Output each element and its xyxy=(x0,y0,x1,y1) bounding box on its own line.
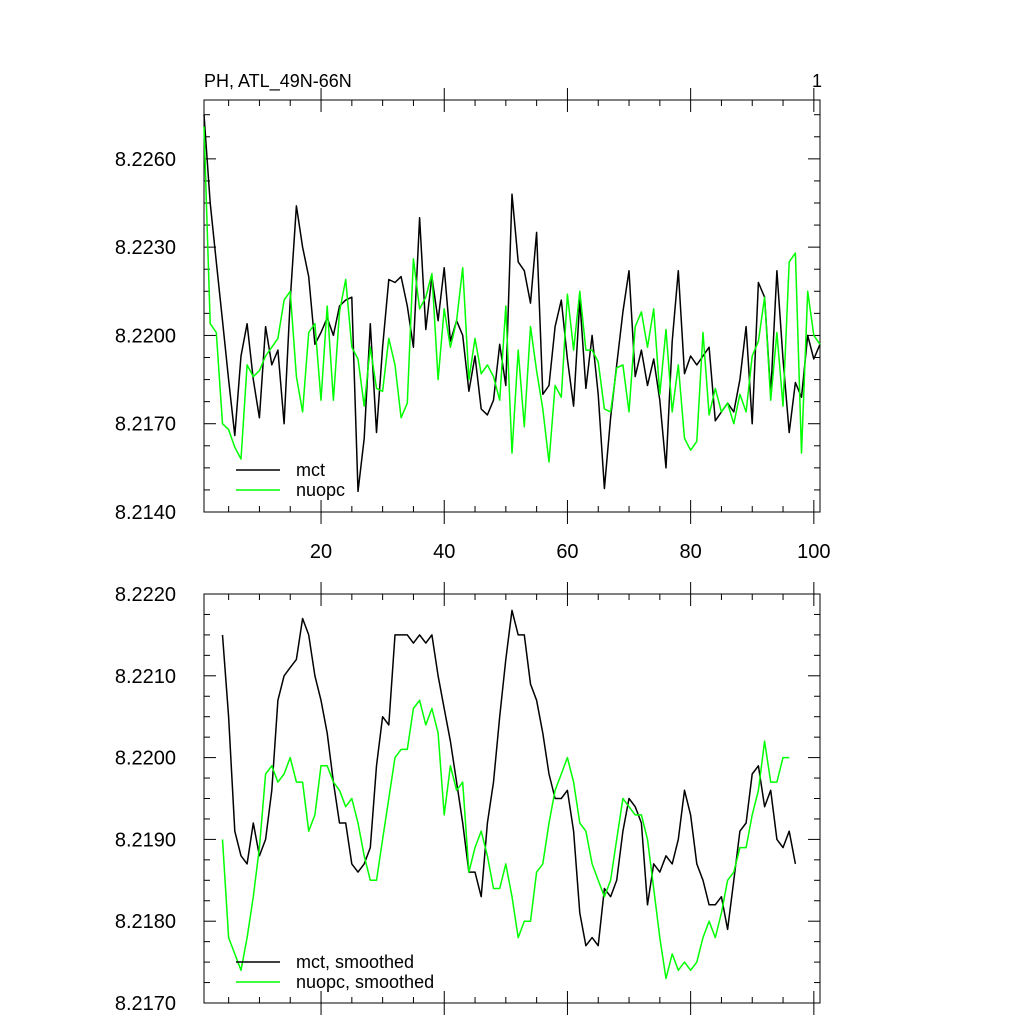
y-tick-label: 8.2200 xyxy=(115,748,176,770)
y-tick-label: 8.2220 xyxy=(115,584,176,606)
series-line-nuopc xyxy=(203,126,821,463)
y-tick-label: 8.2210 xyxy=(115,666,176,688)
x-tick-label: 60 xyxy=(556,541,578,563)
y-tick-label: 8.2190 xyxy=(115,829,176,851)
legend-label: nuopc xyxy=(296,480,345,500)
top-panel: 8.2140 8.2170 8.2200 8.2230 8.2260 20 40 60 80 10… xyxy=(115,88,831,563)
legend-label: mct xyxy=(296,460,325,480)
series-line-nuopc-smoothed xyxy=(221,699,790,980)
plot-frame xyxy=(203,99,821,513)
y-tick-label: 8.2170 xyxy=(115,993,176,1015)
legend-label: nuopc, smoothed xyxy=(296,972,434,992)
x-tick-label: 20 xyxy=(310,541,332,563)
y-tick-label: 8.2170 xyxy=(115,414,176,436)
x-tick-label: 80 xyxy=(680,541,702,563)
series-line-mct-smoothed xyxy=(221,609,797,947)
x-tick-label: 100 xyxy=(797,541,830,563)
y-tick-label: 8.2230 xyxy=(115,237,176,259)
series-line-mct xyxy=(203,114,821,493)
y-tick-label: 8.2200 xyxy=(115,325,176,347)
bottom-panel: 8.2170 8.2180 8.2190 8.2200 8.2210 8.2220 mct,… xyxy=(115,582,821,1015)
chart-title: PH, ATL_49N-66N xyxy=(204,71,352,92)
y-tick-label: 8.2180 xyxy=(115,911,176,933)
x-tick-label: 40 xyxy=(433,541,455,563)
legend-label: mct, smoothed xyxy=(296,952,414,972)
y-tick-label: 8.2140 xyxy=(115,502,176,524)
panel-number: 1 xyxy=(812,71,822,91)
y-tick-label: 8.2260 xyxy=(115,149,176,171)
